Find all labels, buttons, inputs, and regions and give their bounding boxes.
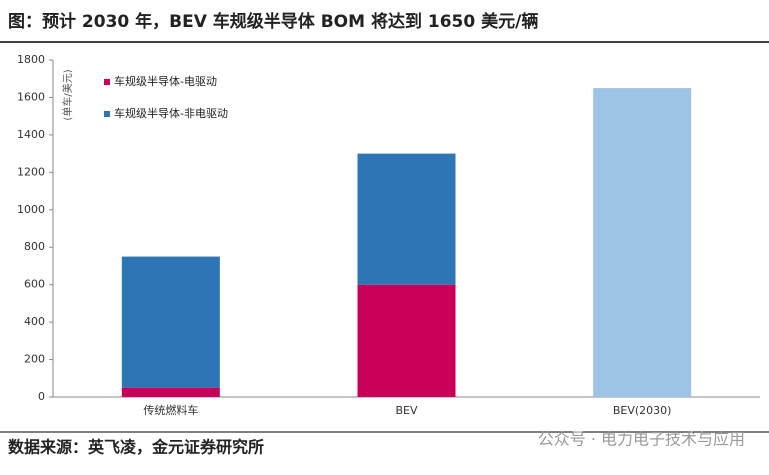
legend-swatch <box>104 79 110 85</box>
y-tick-label: 800 <box>24 240 45 253</box>
bar-segment <box>121 256 220 388</box>
y-tick-label: 1400 <box>17 128 45 141</box>
y-tick-label: 200 <box>24 353 45 366</box>
bar-segment <box>593 88 692 397</box>
y-tick-label: 600 <box>24 278 45 291</box>
x-tick-label: 传统燃料车 <box>143 403 198 417</box>
y-tick-label: 1200 <box>17 165 45 178</box>
legend-label: 车规级半导体-电驱动 <box>114 74 217 88</box>
x-tick-label: BEV <box>395 404 417 417</box>
y-axis-label: (单车/美元) <box>61 69 74 120</box>
y-tick-label: 1600 <box>17 90 45 103</box>
watermark: 公众号 · 电力电子技术与应用 <box>538 430 745 449</box>
bar-segment <box>357 284 456 397</box>
legend-swatch <box>104 111 110 117</box>
source: 数据来源：英飞凌，金元证券研究所 <box>8 438 264 457</box>
y-tick-label: 1000 <box>17 203 45 216</box>
legend-label: 车规级半导体-非电驱动 <box>114 106 228 120</box>
chart-title: 图：预计 2030 年，BEV 车规级半导体 BOM 将达到 1650 美元/辆 <box>8 11 538 32</box>
y-tick-label: 0 <box>38 390 45 403</box>
y-tick-label: 400 <box>24 315 45 328</box>
bar-segment <box>121 387 220 397</box>
y-tick-label: 1800 <box>17 53 45 66</box>
x-tick-label: BEV(2030) <box>613 404 672 417</box>
bar-segment <box>357 153 456 285</box>
